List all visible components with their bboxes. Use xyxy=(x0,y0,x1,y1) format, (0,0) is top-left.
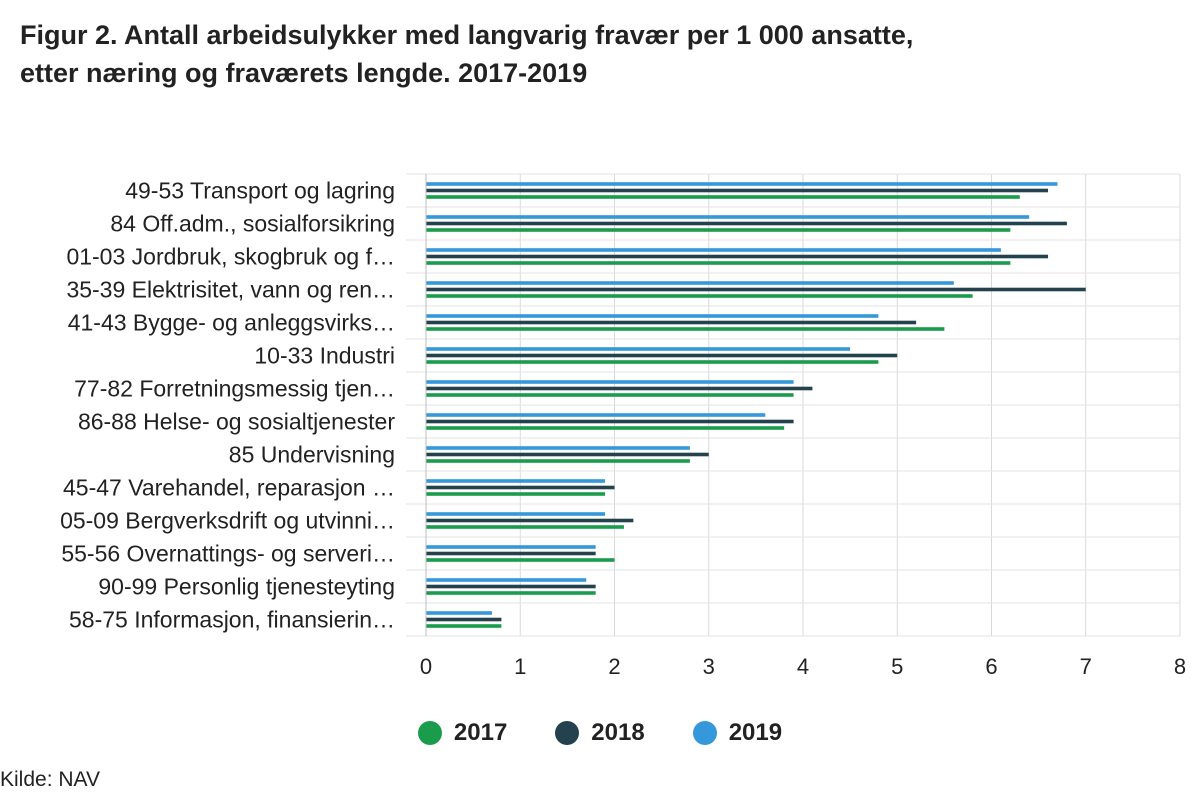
legend-label: 2019 xyxy=(728,719,783,746)
chart-title-line-2: etter næring og fraværets lengde. 2017-2… xyxy=(20,58,588,88)
bar-2018 xyxy=(426,617,502,622)
category-label: 10-33 Industri xyxy=(254,343,395,369)
legend-item-2019[interactable]: 2019 xyxy=(692,719,783,747)
bar-2017 xyxy=(426,195,1020,199)
category-label: 84 Off.adm., sosialforsikring xyxy=(110,211,395,237)
x-tick-label: 6 xyxy=(985,654,997,679)
bar-2019 xyxy=(426,512,606,516)
category-label: 01-03 Jordbruk, skogbruk og f… xyxy=(66,244,395,270)
bar-chart: 0 1 2 3 4 5 6 7 8 49-53 Transport og lagring 84 Of… xyxy=(60,173,1186,679)
bar-2019 xyxy=(426,314,879,318)
bar-2019 xyxy=(426,578,587,582)
bar-2019 xyxy=(426,413,766,417)
x-tick-label: 4 xyxy=(797,654,809,679)
bar-2019 xyxy=(426,347,851,351)
legend-label: 2018 xyxy=(591,719,645,746)
bar-2017 xyxy=(426,360,879,364)
x-tick-label: 7 xyxy=(1080,654,1092,679)
category-label: 35-39 Elektrisitet, vann og ren… xyxy=(66,277,395,303)
bar-2017 xyxy=(426,624,502,628)
bar-2017 xyxy=(426,228,1011,232)
x-tick-label: 5 xyxy=(891,654,903,679)
x-tick-label: 8 xyxy=(1174,654,1186,679)
x-tick-label: 3 xyxy=(703,654,715,679)
bar-2017 xyxy=(426,426,785,430)
bar-2017 xyxy=(426,525,624,529)
bar-2019 xyxy=(426,611,492,615)
category-label: 45-47 Varehandel, reparasjon … xyxy=(63,475,395,501)
bar-2019 xyxy=(426,215,1030,219)
bar-2018 xyxy=(426,419,794,424)
chart-title: Figur 2. Antall arbeidsulykker med langv… xyxy=(20,16,1180,92)
category-label: 77-82 Forretningsmessig tjen… xyxy=(74,376,395,402)
legend-item-2018[interactable]: 2018 xyxy=(555,719,645,747)
bar-2018 xyxy=(426,386,813,391)
bar-2017 xyxy=(426,327,945,331)
legend-item-2017[interactable]: 2017 xyxy=(417,719,508,747)
bar-2019 xyxy=(426,446,690,450)
bar-2018 xyxy=(426,452,709,457)
bar-2018 xyxy=(426,287,1086,292)
bar-2017 xyxy=(426,558,615,562)
bar-2019 xyxy=(426,479,606,483)
bar-2019 xyxy=(426,545,596,549)
bar-2017 xyxy=(426,492,606,496)
x-tick-label: 0 xyxy=(420,654,432,679)
chart-legend: 2017 2018 2019 xyxy=(0,713,1200,753)
bar-2018 xyxy=(426,254,1049,259)
bar-2019 xyxy=(426,380,794,384)
category-label: 86-88 Helse- og sosialtjenester xyxy=(78,409,395,435)
bar-2019 xyxy=(426,182,1058,186)
category-label: 85 Undervisning xyxy=(229,442,395,468)
bar-2018 xyxy=(426,320,917,325)
legend-swatch xyxy=(692,721,717,745)
category-label: 58-75 Informasjon, finansierin… xyxy=(69,607,395,633)
bar-2018 xyxy=(426,485,615,490)
legend-swatch xyxy=(555,721,580,745)
bar-2018 xyxy=(426,518,634,523)
bar-2018 xyxy=(426,551,596,556)
bar-2017 xyxy=(426,393,794,397)
bar-2017 xyxy=(426,591,596,595)
bar-2017 xyxy=(426,261,1011,265)
category-label: 90-99 Personlig tjenesteyting xyxy=(98,574,395,600)
legend-label: 2017 xyxy=(453,719,508,746)
bar-2017 xyxy=(426,294,973,298)
category-label: 41-43 Bygge- og anleggsvirks… xyxy=(68,310,395,336)
bar-2018 xyxy=(426,584,596,589)
legend-swatch xyxy=(417,721,442,745)
bar-2019 xyxy=(426,248,1001,252)
category-label: 49-53 Transport og lagring xyxy=(125,178,395,204)
category-label: 55-56 Overnattings- og serveri… xyxy=(61,541,395,567)
bar-2018 xyxy=(426,188,1049,193)
bar-2019 xyxy=(426,281,954,285)
bar-2018 xyxy=(426,353,898,358)
bar-2018 xyxy=(426,221,1067,226)
chart-title-line-1: Figur 2. Antall arbeidsulykker med langv… xyxy=(20,20,914,50)
x-tick-label: 2 xyxy=(608,654,620,679)
x-tick-label: 1 xyxy=(514,654,526,679)
bar-2017 xyxy=(426,459,690,463)
source-note: Kilde: NAV xyxy=(0,768,100,791)
category-label: 05-09 Bergverksdrift og utvinni… xyxy=(60,508,395,534)
